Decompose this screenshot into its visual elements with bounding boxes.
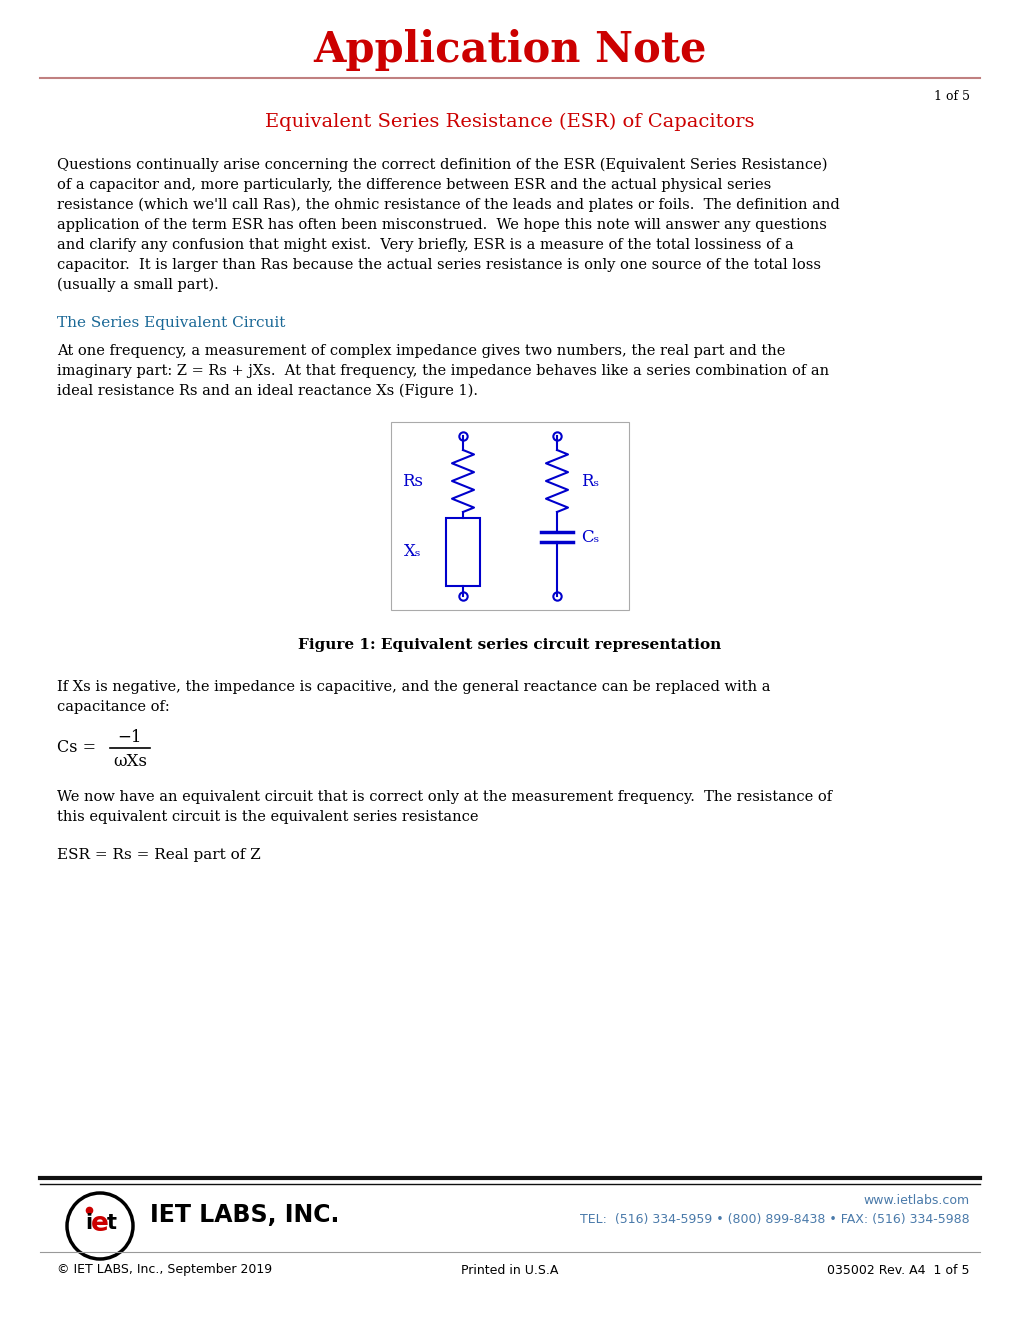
- Text: Rs: Rs: [403, 473, 423, 490]
- Text: Application Note: Application Note: [313, 29, 706, 71]
- Text: IET LABS, INC.: IET LABS, INC.: [150, 1203, 339, 1228]
- Text: ESR = Rs = Real part of Z: ESR = Rs = Real part of Z: [57, 847, 261, 862]
- Text: 035002 Rev. A4  1 of 5: 035002 Rev. A4 1 of 5: [826, 1263, 969, 1276]
- Text: capacitor.  It is larger than Ras because the actual series resistance is only o: capacitor. It is larger than Ras because…: [57, 257, 820, 272]
- Text: Cₛ: Cₛ: [581, 528, 599, 545]
- Text: Xₛ: Xₛ: [404, 544, 421, 561]
- Text: Rₛ: Rₛ: [581, 473, 598, 490]
- Text: Equivalent Series Resistance (ESR) of Capacitors: Equivalent Series Resistance (ESR) of Ca…: [265, 114, 754, 131]
- Text: e: e: [91, 1210, 109, 1237]
- Text: of a capacitor and, more particularly, the difference between ESR and the actual: of a capacitor and, more particularly, t…: [57, 178, 770, 191]
- Text: −1: −1: [117, 729, 142, 746]
- Text: capacitance of:: capacitance of:: [57, 700, 169, 714]
- Text: If Xs is negative, the impedance is capacitive, and the general reactance can be: If Xs is negative, the impedance is capa…: [57, 680, 769, 694]
- Text: and clarify any confusion that might exist.  Very briefly, ESR is a measure of t: and clarify any confusion that might exi…: [57, 238, 793, 252]
- Text: imaginary part: Z = Rs + jXs.  At that frequency, the impedance behaves like a s: imaginary part: Z = Rs + jXs. At that fr…: [57, 364, 828, 378]
- Text: t: t: [107, 1213, 117, 1233]
- Text: this equivalent circuit is the equivalent series resistance: this equivalent circuit is the equivalen…: [57, 810, 478, 824]
- Text: resistance (which we'll call Ras), the ohmic resistance of the leads and plates : resistance (which we'll call Ras), the o…: [57, 198, 839, 213]
- Text: The Series Equivalent Circuit: The Series Equivalent Circuit: [57, 315, 285, 330]
- Text: At one frequency, a measurement of complex impedance gives two numbers, the real: At one frequency, a measurement of compl…: [57, 345, 785, 358]
- Text: ideal resistance Rs and an ideal reactance Xs (Figure 1).: ideal resistance Rs and an ideal reactan…: [57, 384, 478, 399]
- Text: Printed in U.S.A: Printed in U.S.A: [461, 1263, 558, 1276]
- Text: Cs =: Cs =: [57, 739, 96, 756]
- Bar: [390, 422, 629, 610]
- Text: TEL:  (516) 334-5959 • (800) 899-8438 • FAX: (516) 334-5988: TEL: (516) 334-5959 • (800) 899-8438 • F…: [580, 1213, 969, 1226]
- Bar: [445, 517, 480, 586]
- Text: application of the term ESR has often been misconstrued.  We hope this note will: application of the term ESR has often be…: [57, 218, 826, 232]
- Text: 1 of 5: 1 of 5: [933, 91, 969, 103]
- Text: www.ietlabs.com: www.ietlabs.com: [863, 1195, 969, 1208]
- Text: Questions continually arise concerning the correct definition of the ESR (Equiva: Questions continually arise concerning t…: [57, 158, 826, 173]
- Text: (usually a small part).: (usually a small part).: [57, 279, 218, 293]
- Text: Figure 1: Equivalent series circuit representation: Figure 1: Equivalent series circuit repr…: [299, 638, 720, 652]
- Text: © IET LABS, Inc., September 2019: © IET LABS, Inc., September 2019: [57, 1263, 272, 1276]
- Text: ωXs: ωXs: [113, 752, 147, 770]
- Text: i: i: [86, 1213, 93, 1233]
- Text: We now have an equivalent circuit that is correct only at the measurement freque: We now have an equivalent circuit that i…: [57, 789, 832, 804]
